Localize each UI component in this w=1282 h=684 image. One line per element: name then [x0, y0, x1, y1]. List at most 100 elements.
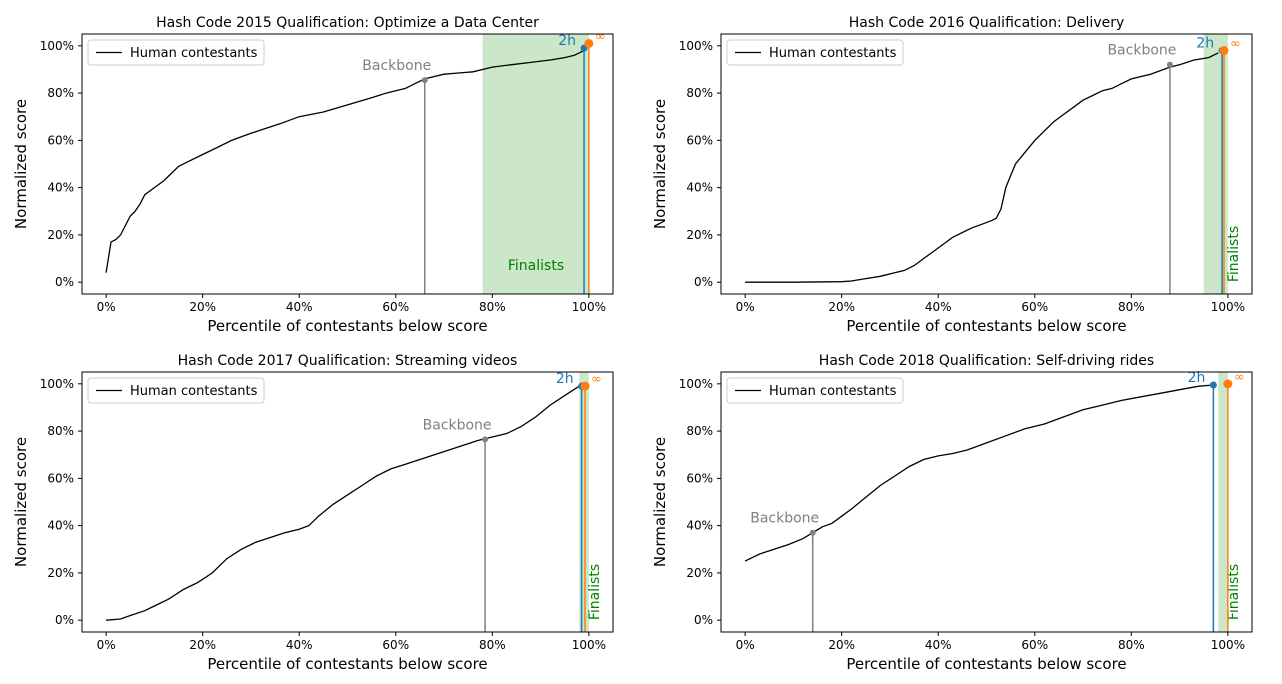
y-tick-label: 60%: [686, 133, 713, 147]
two-h-label: 2h: [556, 371, 574, 387]
chart-title: Hash Code 2016 Qualification: Delivery: [849, 15, 1125, 31]
x-tick-label: 20%: [189, 638, 216, 652]
y-axis-label: Normalized score: [651, 99, 669, 229]
chart-title: Hash Code 2015 Qualification: Optimize a…: [156, 15, 539, 31]
series-line-human-contestants: [105, 49, 585, 273]
legend: Human contestants: [726, 39, 904, 66]
axes-frame: [81, 33, 614, 295]
x-tick-label: 80%: [1118, 638, 1145, 652]
x-tick-label: 100%: [1211, 300, 1245, 314]
backbone-point: [421, 77, 428, 84]
legend-box: [87, 377, 265, 404]
infinity-label: ∞: [595, 29, 606, 44]
legend: Human contestants: [87, 39, 265, 66]
backbone-point: [809, 529, 816, 536]
y-tick-label: 0%: [55, 275, 74, 289]
two-h-label: 2h: [1188, 370, 1206, 386]
x-tick-label: 60%: [382, 638, 409, 652]
x-tick-label: 100%: [572, 300, 606, 314]
legend-label: Human contestants: [769, 384, 897, 399]
x-tick-label: 0%: [97, 638, 116, 652]
y-tick-label: 100%: [679, 39, 713, 53]
x-tick-label: 100%: [572, 638, 606, 652]
y-tick-label: 100%: [40, 39, 74, 53]
legend: Human contestants: [726, 377, 904, 404]
x-axis-label: Percentile of contestants below score: [207, 317, 487, 335]
y-tick-label: 20%: [47, 228, 74, 242]
chart-panel: Finalists Backbone 2h ∞ 0% 0% 20% 20% 40% 40% 60% 6…: [12, 15, 614, 335]
backbone-label: Backbone: [423, 417, 492, 433]
x-tick-label: 20%: [828, 300, 855, 314]
y-axis-label: Normalized score: [12, 437, 30, 567]
y-tick-label: 80%: [686, 86, 713, 100]
y-tick-label: 80%: [686, 424, 713, 438]
x-axis-label: Percentile of contestants below score: [207, 655, 487, 673]
backbone-point: [1166, 61, 1173, 68]
infinity-point: [580, 381, 590, 391]
axes-frame: [720, 33, 1253, 295]
y-tick-label: 40%: [686, 519, 713, 533]
finalists-label: Finalists: [508, 258, 564, 274]
x-tick-label: 40%: [925, 638, 952, 652]
infinity-point: [584, 38, 594, 48]
chart-panel: Finalists Backbone 2h ∞ 0% 0% 20% 20% 40% 40% 60% 6…: [651, 15, 1253, 335]
x-tick-label: 80%: [479, 300, 506, 314]
x-tick-label: 80%: [1118, 300, 1145, 314]
chart-panel: Finalists Backbone 2h ∞ 0% 0% 20% 20% 40% 40% 60% 6…: [12, 353, 614, 673]
chart-panel: Finalists Backbone 2h ∞ 0% 0% 20% 20% 40% 40% 60% 6…: [651, 353, 1253, 673]
x-tick-label: 20%: [828, 638, 855, 652]
axes-frame: [81, 371, 614, 633]
x-tick-label: 100%: [1211, 638, 1245, 652]
backbone-label: Backbone: [1107, 43, 1176, 59]
infinity-label: ∞: [591, 372, 602, 387]
x-tick-label: 20%: [189, 300, 216, 314]
y-tick-label: 80%: [47, 86, 74, 100]
infinity-label: ∞: [1230, 37, 1241, 52]
finalists-band: [1218, 372, 1228, 632]
y-tick-label: 40%: [686, 181, 713, 195]
series-line-human-contestants: [106, 385, 580, 621]
y-tick-label: 60%: [686, 471, 713, 485]
infinity-point: [1219, 46, 1229, 56]
x-tick-label: 40%: [925, 300, 952, 314]
chart-title: Hash Code 2017 Qualification: Streaming …: [178, 353, 518, 369]
infinity-point: [1223, 379, 1233, 389]
x-tick-label: 0%: [97, 300, 116, 314]
y-tick-label: 80%: [47, 424, 74, 438]
finalists-band: [482, 34, 589, 294]
legend-box: [87, 39, 265, 66]
y-tick-label: 40%: [47, 181, 74, 195]
backbone-label: Backbone: [750, 511, 819, 527]
finalists-band: [579, 372, 589, 632]
series-line-human-contestants: [744, 384, 1214, 562]
y-tick-label: 20%: [47, 566, 74, 580]
x-tick-label: 0%: [736, 638, 755, 652]
series-line-human-contestants: [745, 52, 1219, 283]
y-tick-label: 60%: [47, 133, 74, 147]
backbone-point: [482, 436, 489, 443]
x-tick-label: 40%: [286, 300, 313, 314]
y-tick-label: 100%: [40, 377, 74, 391]
y-tick-label: 0%: [55, 613, 74, 627]
x-axis-label: Percentile of contestants below score: [846, 317, 1126, 335]
x-tick-label: 40%: [286, 638, 313, 652]
y-tick-label: 0%: [694, 275, 713, 289]
y-tick-label: 20%: [686, 228, 713, 242]
backbone-label: Backbone: [362, 58, 431, 74]
finalists-label: Finalists: [587, 564, 603, 620]
legend-label: Human contestants: [130, 384, 258, 399]
y-tick-label: 100%: [679, 377, 713, 391]
y-axis-label: Normalized score: [12, 99, 30, 229]
y-tick-label: 20%: [686, 566, 713, 580]
y-axis-label: Normalized score: [651, 437, 669, 567]
legend: Human contestants: [87, 377, 265, 404]
y-tick-label: 60%: [47, 471, 74, 485]
two-h-label: 2h: [1196, 36, 1214, 52]
finalists-label: Finalists: [1226, 226, 1242, 282]
chart-title: Hash Code 2018 Qualification: Self-drivi…: [819, 353, 1154, 369]
y-tick-label: 0%: [694, 613, 713, 627]
finalists-label: Finalists: [1226, 564, 1242, 620]
x-tick-label: 60%: [382, 300, 409, 314]
